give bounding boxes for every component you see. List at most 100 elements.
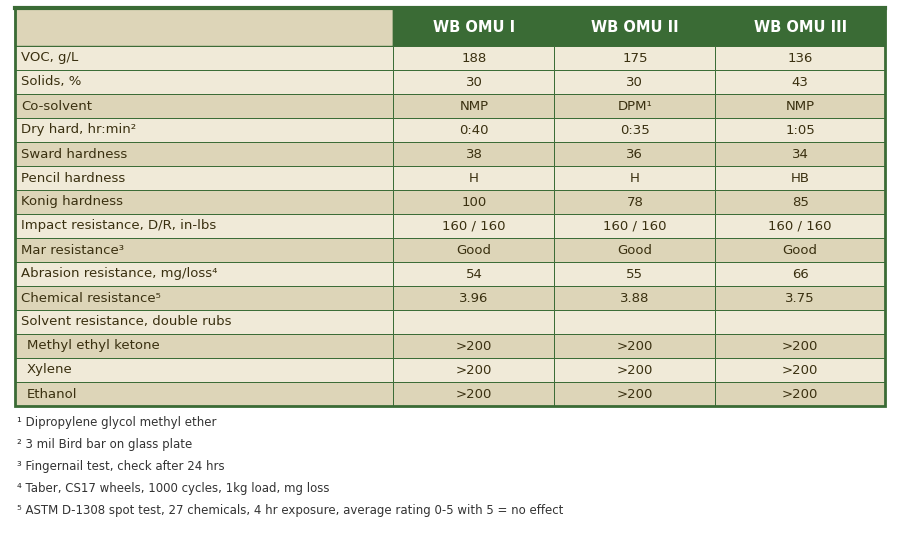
Text: 188: 188 xyxy=(462,52,487,64)
Text: 3.75: 3.75 xyxy=(786,292,815,305)
Bar xyxy=(716,94,885,118)
Bar xyxy=(716,46,885,70)
Text: NMP: NMP xyxy=(459,100,489,113)
Bar xyxy=(393,118,554,142)
Text: Methyl ethyl ketone: Methyl ethyl ketone xyxy=(27,339,160,353)
Bar xyxy=(716,262,885,286)
Text: ³ Fingernail test, check after 24 hrs: ³ Fingernail test, check after 24 hrs xyxy=(17,460,225,473)
Bar xyxy=(15,118,393,142)
Text: Impact resistance, D/R, in-lbs: Impact resistance, D/R, in-lbs xyxy=(21,219,216,233)
Bar xyxy=(554,94,716,118)
Bar xyxy=(15,214,393,238)
Bar xyxy=(393,142,554,166)
Text: 66: 66 xyxy=(792,267,808,280)
Bar xyxy=(393,358,554,382)
Bar xyxy=(15,8,885,406)
Bar xyxy=(716,310,885,334)
Text: Good: Good xyxy=(617,244,652,256)
Bar xyxy=(15,286,393,310)
Text: DPM¹: DPM¹ xyxy=(617,100,652,113)
Bar xyxy=(554,238,716,262)
Bar xyxy=(554,334,716,358)
Bar xyxy=(716,214,885,238)
Text: WB OMU I: WB OMU I xyxy=(433,19,515,35)
Bar xyxy=(393,8,554,46)
Bar xyxy=(15,262,393,286)
Text: H: H xyxy=(469,172,479,184)
Bar xyxy=(554,70,716,94)
Bar xyxy=(393,238,554,262)
Text: 34: 34 xyxy=(792,147,808,161)
Text: Solids, %: Solids, % xyxy=(21,75,81,89)
Bar xyxy=(15,70,393,94)
Text: HB: HB xyxy=(791,172,810,184)
Text: Ethanol: Ethanol xyxy=(27,388,77,400)
Text: Pencil hardness: Pencil hardness xyxy=(21,172,125,184)
Text: NMP: NMP xyxy=(786,100,815,113)
Bar xyxy=(554,46,716,70)
Bar xyxy=(393,286,554,310)
Text: >200: >200 xyxy=(616,339,653,353)
Text: 36: 36 xyxy=(626,147,644,161)
Bar xyxy=(15,358,393,382)
Text: 160 / 160: 160 / 160 xyxy=(442,219,506,233)
Bar xyxy=(554,118,716,142)
Bar xyxy=(716,358,885,382)
Text: 85: 85 xyxy=(792,195,808,208)
Text: 1:05: 1:05 xyxy=(786,124,815,136)
Text: 30: 30 xyxy=(465,75,482,89)
Bar xyxy=(554,214,716,238)
Text: Chemical resistance⁵: Chemical resistance⁵ xyxy=(21,292,161,305)
Text: H: H xyxy=(630,172,640,184)
Text: Sward hardness: Sward hardness xyxy=(21,147,127,161)
Text: >200: >200 xyxy=(782,388,818,400)
Text: Mar resistance³: Mar resistance³ xyxy=(21,244,124,256)
Bar xyxy=(15,334,393,358)
Bar xyxy=(716,190,885,214)
Text: Dry hard, hr:min²: Dry hard, hr:min² xyxy=(21,124,136,136)
Bar xyxy=(15,382,393,406)
Bar xyxy=(15,142,393,166)
Text: 3.96: 3.96 xyxy=(459,292,489,305)
Bar xyxy=(15,94,393,118)
Text: >200: >200 xyxy=(455,339,492,353)
Text: Good: Good xyxy=(456,244,491,256)
Text: 136: 136 xyxy=(788,52,813,64)
Text: Good: Good xyxy=(783,244,818,256)
Bar xyxy=(716,8,885,46)
Text: ⁴ Taber, CS17 wheels, 1000 cycles, 1kg load, mg loss: ⁴ Taber, CS17 wheels, 1000 cycles, 1kg l… xyxy=(17,482,329,495)
Text: 54: 54 xyxy=(465,267,482,280)
Bar xyxy=(15,310,393,334)
Bar xyxy=(15,190,393,214)
Text: 100: 100 xyxy=(462,195,487,208)
Text: Konig hardness: Konig hardness xyxy=(21,195,123,208)
Text: Xylene: Xylene xyxy=(27,364,73,377)
Text: 0:40: 0:40 xyxy=(459,124,489,136)
Bar xyxy=(716,70,885,94)
Bar xyxy=(393,166,554,190)
Text: >200: >200 xyxy=(616,364,653,377)
Bar xyxy=(393,94,554,118)
Text: 38: 38 xyxy=(465,147,482,161)
Bar xyxy=(15,238,393,262)
Bar xyxy=(554,142,716,166)
Bar xyxy=(554,382,716,406)
Bar xyxy=(393,310,554,334)
Bar xyxy=(554,190,716,214)
Bar xyxy=(393,262,554,286)
Text: VOC, g/L: VOC, g/L xyxy=(21,52,78,64)
Bar xyxy=(716,334,885,358)
Bar xyxy=(716,238,885,262)
Text: 55: 55 xyxy=(626,267,644,280)
Bar xyxy=(15,8,393,46)
Text: 78: 78 xyxy=(626,195,644,208)
Bar xyxy=(393,382,554,406)
Text: 3.88: 3.88 xyxy=(620,292,650,305)
Text: 43: 43 xyxy=(792,75,808,89)
Bar xyxy=(554,310,716,334)
Bar xyxy=(716,286,885,310)
Text: 160 / 160: 160 / 160 xyxy=(603,219,667,233)
Bar xyxy=(716,382,885,406)
Bar xyxy=(554,358,716,382)
Bar xyxy=(554,8,716,46)
